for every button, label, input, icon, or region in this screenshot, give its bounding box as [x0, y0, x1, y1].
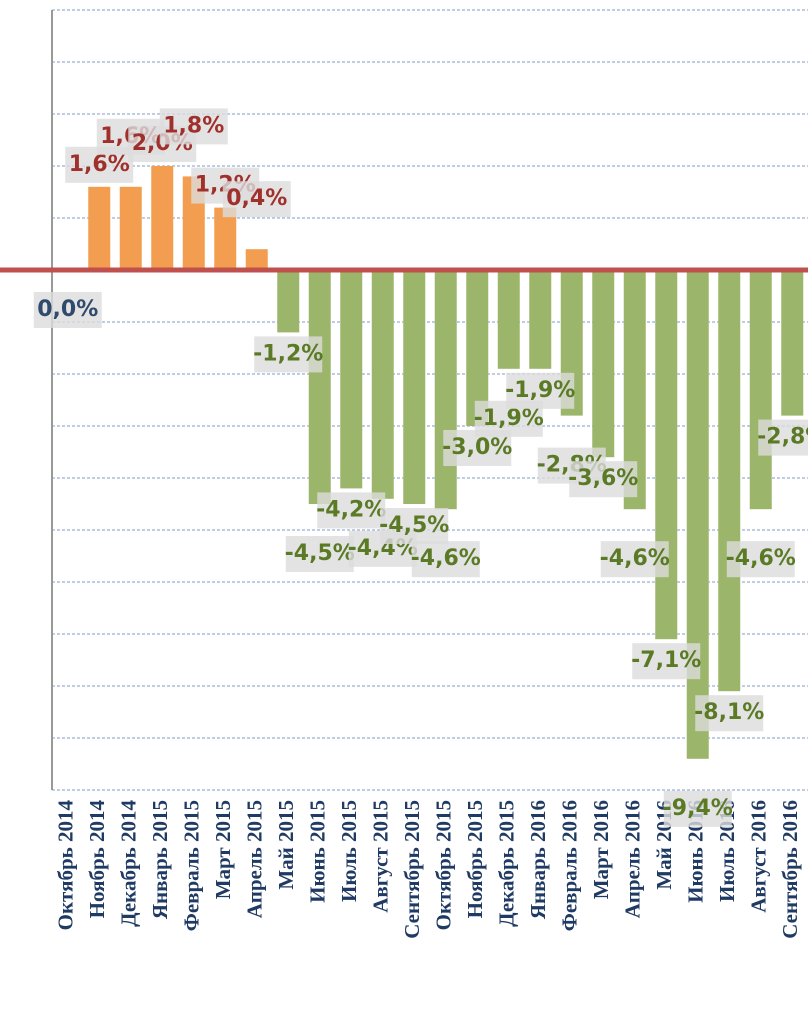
x-tick-label: Октябрь 2014: [54, 800, 78, 931]
x-tick-label: Декабрь 2015: [495, 800, 519, 927]
x-tick-label: Март 2016: [589, 800, 613, 899]
x-tick-label: Апрель 2015: [243, 800, 267, 918]
bar: [529, 270, 552, 369]
bar: [88, 186, 111, 270]
bar: [151, 166, 174, 270]
x-tick-label: Сентябрь 2015: [400, 800, 424, 939]
data-label-group: 1,6%: [65, 146, 134, 183]
label-box: [380, 508, 449, 544]
x-tick-label: Июль 2015: [337, 800, 361, 902]
label-box: [600, 541, 669, 578]
x-tick-label: Ноябрь 2015: [463, 800, 487, 918]
data-label: -1,2%: [253, 341, 323, 366]
data-label: -3,0%: [442, 435, 512, 460]
x-tick-label: Февраль 2016: [558, 800, 582, 931]
bar: [214, 207, 237, 270]
data-label-group: -8,1%: [694, 695, 764, 732]
label-box: [411, 541, 480, 578]
x-tick-label: Декабрь 2014: [117, 800, 141, 927]
data-label-group: -4,5%: [285, 536, 355, 572]
label-box: [632, 643, 701, 680]
data-label-group: 0,0%: [33, 292, 102, 328]
data-label: -2,8%: [757, 425, 808, 450]
data-label-group: -4,2%: [316, 492, 386, 529]
data-label-group: -1,2%: [253, 336, 323, 373]
data-label-group: -4,6%: [726, 541, 796, 578]
label-box: [506, 372, 575, 409]
x-tick-label: Май 2015: [274, 800, 298, 890]
bar: [718, 270, 741, 692]
x-tick-label: Август 2015: [369, 800, 393, 913]
x-tick-label: Январь 2016: [526, 800, 550, 919]
data-label: -4,5%: [285, 541, 355, 566]
bar: [655, 270, 678, 640]
label-box: [222, 181, 291, 218]
data-label-group: -2,8%: [757, 419, 808, 456]
data-label: -9,4%: [663, 796, 733, 821]
label-box: [33, 292, 102, 328]
bar: [497, 270, 520, 369]
bar: [592, 270, 615, 458]
bar: [119, 186, 142, 270]
bar: [749, 270, 772, 510]
data-label: -1,9%: [505, 378, 575, 403]
data-label: -4,6%: [411, 546, 481, 571]
bar: [340, 270, 363, 489]
data-label: 0,4%: [226, 186, 287, 211]
x-tick-label: Сентябрь 2016: [778, 800, 802, 939]
data-label-group: -9,4%: [663, 790, 733, 827]
label-box: [254, 336, 323, 373]
data-label: -4,6%: [726, 546, 796, 571]
label-box: [285, 536, 354, 572]
data-label: -4,2%: [316, 497, 386, 522]
x-tick-label: Март 2015: [211, 800, 235, 899]
data-label-group: 0,4%: [222, 181, 291, 218]
data-label-group: -3,6%: [568, 461, 638, 498]
data-label: -4,6%: [600, 546, 670, 571]
label-box: [663, 790, 732, 827]
data-label: 1,6%: [69, 152, 130, 177]
label-box: [159, 108, 228, 145]
x-tick-label: Февраль 2015: [180, 800, 204, 931]
x-tick-label: Июнь 2015: [306, 800, 330, 903]
data-label-group: -4,6%: [600, 541, 670, 578]
x-tick-label: Октябрь 2015: [432, 800, 456, 930]
bar: [623, 270, 646, 510]
label-box: [726, 541, 795, 578]
label-box: [758, 419, 808, 456]
x-tick-label: Апрель 2016: [621, 800, 645, 918]
data-label: 1,8%: [163, 113, 224, 138]
bar: [308, 270, 331, 504]
data-label-group: -4,5%: [379, 508, 449, 544]
data-label: -3,6%: [568, 466, 638, 491]
bar: [781, 270, 804, 416]
data-label-group: -7,1%: [631, 643, 701, 680]
x-tick-label: Август 2016: [747, 800, 771, 913]
bar: [403, 270, 426, 504]
data-label-group: -4,6%: [411, 541, 481, 578]
label-box: [569, 461, 638, 498]
label-box: [317, 492, 386, 529]
data-label-group: -3,0%: [442, 430, 512, 466]
bar: [686, 270, 709, 759]
label-box: [695, 695, 764, 732]
data-label: -7,1%: [631, 648, 701, 673]
bar: [466, 270, 489, 426]
data-label-group: -1,9%: [505, 372, 575, 409]
x-tick-label: Январь 2015: [148, 800, 172, 919]
data-label: -8,1%: [694, 700, 764, 725]
data-label: -4,5%: [379, 513, 449, 538]
data-label: 0,0%: [37, 297, 98, 322]
bar: [277, 270, 300, 333]
bar: [434, 270, 457, 510]
data-label-group: 1,8%: [159, 108, 228, 145]
data-label: -1,9%: [474, 406, 544, 431]
bar: [371, 270, 394, 499]
x-tick-label: Ноябрь 2014: [85, 800, 109, 919]
bar: [245, 249, 268, 270]
